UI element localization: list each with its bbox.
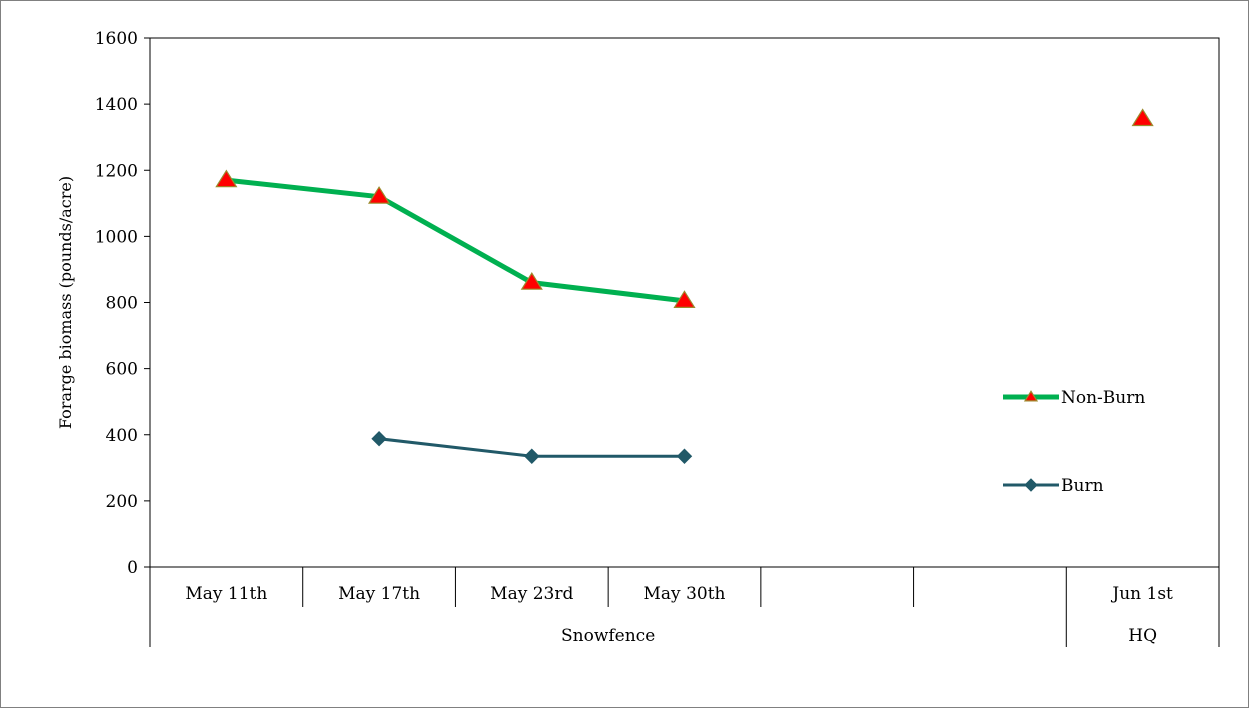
x-category-label: Jun 1st bbox=[1110, 584, 1173, 604]
data-point-diamond bbox=[371, 431, 387, 447]
data-point-diamond bbox=[524, 448, 540, 464]
data-point-triangle bbox=[673, 290, 696, 308]
x-category-label: May 11th bbox=[185, 584, 267, 604]
x-group-label: HQ bbox=[1128, 626, 1157, 646]
series-line-segment bbox=[529, 280, 687, 304]
legend-label: Burn bbox=[1061, 476, 1104, 496]
y-tick-label: 600 bbox=[106, 360, 138, 380]
data-point-triangle bbox=[520, 272, 543, 290]
legend-marker-triangle bbox=[1023, 390, 1039, 402]
y-tick-label: 1400 bbox=[95, 95, 138, 115]
data-point-diamond bbox=[676, 448, 693, 464]
y-tick-label: 0 bbox=[127, 558, 138, 578]
legend-label: Non-Burn bbox=[1061, 388, 1145, 408]
series-line-segment bbox=[376, 194, 535, 286]
data-point-triangle bbox=[1131, 108, 1154, 127]
legend-marker-diamond bbox=[1024, 478, 1038, 492]
y-tick-label: 1600 bbox=[95, 29, 138, 49]
x-group-label: Snowfence bbox=[561, 626, 655, 646]
data-point-triangle bbox=[367, 186, 391, 204]
series-line-segment bbox=[223, 177, 382, 200]
plot-area: 0 200 400 600 800 1000 1200 1400 1600 Forarge bio… bbox=[56, 29, 1220, 647]
x-category-label: May 23rd bbox=[490, 584, 573, 604]
data-point-triangle bbox=[215, 169, 238, 188]
y-tick-label: 1000 bbox=[95, 227, 138, 247]
y-tick-label: 400 bbox=[106, 426, 138, 446]
x-category-label: May 17th bbox=[338, 584, 420, 604]
y-axis-title: Forarge biomass (pounds/acre) bbox=[56, 176, 75, 429]
series-line-segment bbox=[377, 437, 534, 458]
x-category-label: May 30th bbox=[644, 584, 726, 604]
y-tick-label: 1200 bbox=[95, 161, 138, 181]
y-tick-label: 800 bbox=[106, 294, 138, 314]
y-tick-label: 200 bbox=[106, 492, 138, 512]
